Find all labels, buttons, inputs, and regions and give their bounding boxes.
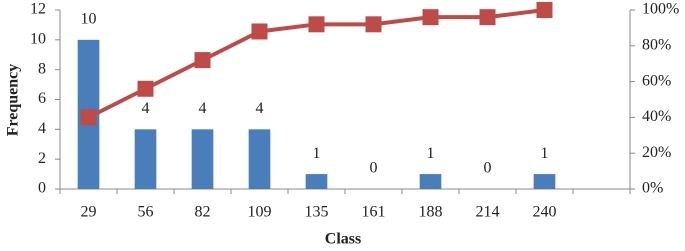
- line-marker: [308, 16, 325, 33]
- y-tick-label: 2: [38, 150, 46, 167]
- data-label: 1: [313, 145, 321, 162]
- bar: [305, 174, 328, 189]
- y2-tick-label: 0%: [642, 180, 663, 197]
- y2-tick-label: 100%: [642, 1, 679, 18]
- data-label: 0: [484, 160, 492, 177]
- x-tick-label: 214: [476, 204, 500, 221]
- y2-tick-label: 40%: [642, 108, 671, 125]
- x-tick-label: 188: [419, 204, 443, 221]
- y-tick-label: 10: [30, 31, 46, 48]
- data-label: 4: [199, 100, 207, 117]
- x-tick-label: 135: [305, 204, 329, 221]
- y2-tick-label: 60%: [642, 72, 671, 89]
- y2-tick-label: 80%: [642, 36, 671, 53]
- bar: [533, 174, 556, 189]
- x-axis-title: Class: [325, 231, 361, 248]
- x-tick-label: 56: [138, 204, 154, 221]
- bar: [248, 129, 271, 189]
- x-tick-label: 109: [248, 204, 272, 221]
- line-marker: [536, 2, 553, 18]
- data-label: 4: [256, 100, 264, 117]
- y-tick-label: 6: [38, 90, 46, 107]
- y-tick-label: 8: [38, 60, 46, 77]
- data-label: 1: [427, 145, 435, 162]
- y-tick-label: 12: [30, 1, 46, 18]
- x-tick-label: 29: [81, 204, 97, 221]
- line-marker: [479, 9, 496, 26]
- x-tick-label: 240: [533, 204, 557, 221]
- y2-tick-label: 20%: [642, 144, 671, 161]
- y-tick-label: 4: [38, 120, 46, 137]
- bar: [134, 129, 157, 189]
- line-marker: [80, 109, 97, 126]
- line-marker: [251, 23, 268, 40]
- data-label: 1: [541, 145, 549, 162]
- y-tick-label: 0: [38, 180, 46, 197]
- bar: [419, 174, 442, 189]
- data-label: 10: [81, 11, 97, 28]
- bar: [191, 129, 214, 189]
- line-marker: [137, 80, 154, 97]
- data-label: 4: [142, 100, 150, 117]
- line-marker: [422, 9, 439, 26]
- data-label: 0: [370, 160, 378, 177]
- x-tick-label: 82: [195, 204, 211, 221]
- x-tick-label: 161: [362, 204, 386, 221]
- y-axis-title: Frequency: [5, 64, 22, 137]
- line-marker: [194, 52, 211, 69]
- line-marker: [365, 16, 382, 33]
